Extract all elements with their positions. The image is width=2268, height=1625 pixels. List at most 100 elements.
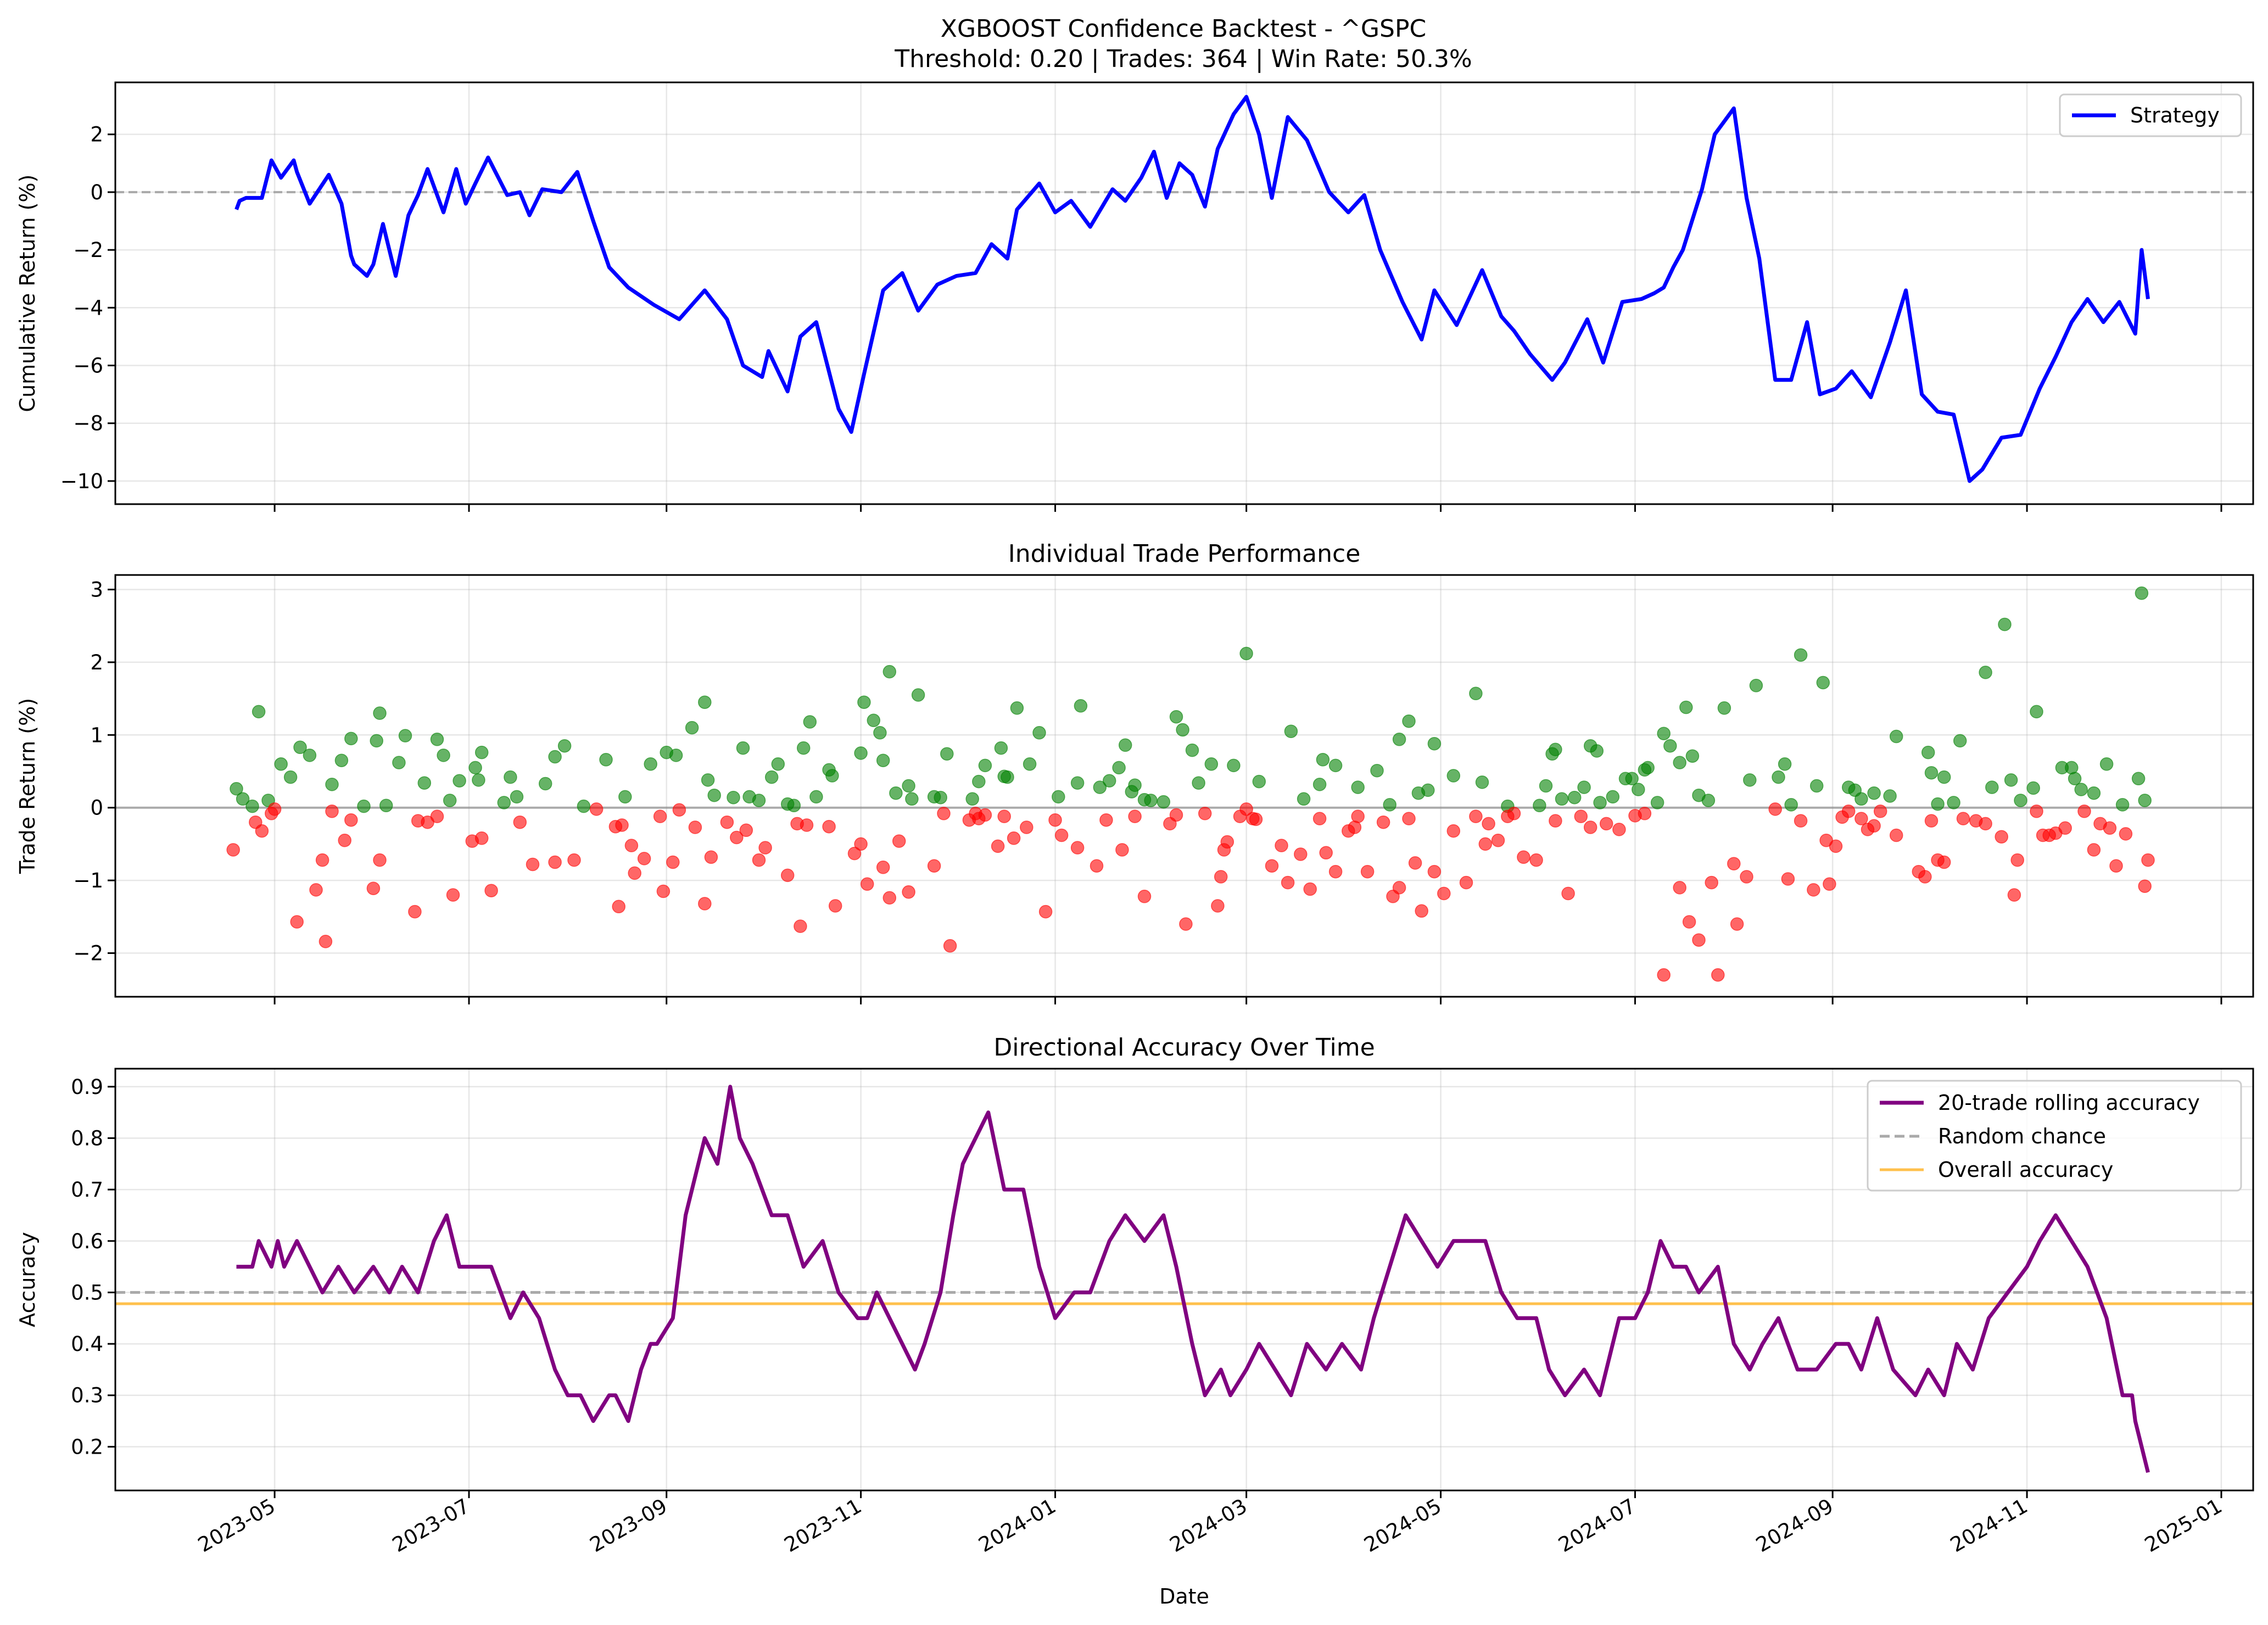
losing-trade-point [2138,879,2152,893]
winning-trade-point [504,770,517,784]
losing-trade-point [997,809,1011,823]
y-tick-label: 2 [90,651,103,674]
winning-trade-point [1953,734,1967,748]
winning-trade-point [1427,736,1442,751]
winning-trade-point [1854,792,1868,806]
winning-trade-point [1717,701,1731,715]
winning-trade-point [1297,792,1311,806]
winning-trade-point [902,779,915,793]
winning-trade-point [1772,770,1785,784]
winning-trade-point [472,773,485,787]
winning-trade-point [245,799,259,813]
winning-trade-point [1001,770,1014,784]
winning-trade-point [1606,790,1620,804]
y-axis-ticks: 3 2 1 0 −1 −2 [73,578,115,965]
winning-trade-point [965,792,979,806]
winning-trade-point [2004,773,2018,787]
winning-trade-point [1370,763,1384,778]
axes-frame [114,574,2254,998]
losing-trade-point [430,809,444,823]
panel-title: Individual Trade Performance [1008,540,1361,568]
losing-trade-point [1038,904,1053,919]
losing-trade-point [1392,881,1406,895]
y-tick-label: 0.9 [71,1075,103,1099]
winning-trade-point [727,790,740,805]
losing-trade-point [1328,864,1343,879]
losing-trade-point [1924,814,1939,828]
winning-trade-point [736,741,750,755]
winning-trade-point [2099,757,2114,771]
losing-trade-point [892,834,906,848]
winning-trade-point [1663,739,1677,753]
losing-trade-point [1491,834,1505,847]
winning-trade-point [1421,783,1435,797]
losing-trade-point [854,837,868,851]
winning-trade-point [1778,757,1792,771]
losing-trade-point [794,919,807,933]
losing-trade-point [2030,805,2043,818]
winning-trade-point [1749,679,1763,693]
losing-trade-point [1561,886,1575,901]
winning-trade-point [1093,780,1107,794]
losing-trade-point [828,899,842,913]
winning-trade-point [1070,776,1085,790]
losing-trade-point [1402,812,1416,825]
x-axis-ticks [273,997,2222,1004]
winning-trade-point [1284,724,1298,738]
winning-trade-point [548,750,562,764]
winning-trade-point [1074,699,1088,713]
losing-trade-point [1781,872,1795,886]
winning-trade-point [618,790,632,804]
losing-trade-point [1303,882,1317,896]
losing-trade-point [1549,814,1562,828]
winning-trade-point [857,695,871,709]
winning-trade-point [1931,797,1945,811]
losing-trade-point [1281,875,1295,890]
losing-trade-point [1351,809,1365,823]
winning-trade-point [796,741,811,755]
losing-trade-point [2087,843,2101,857]
winning-trade-point [1867,786,1881,800]
losing-trade-point [1507,807,1521,820]
winning-trade-point [1985,780,1999,794]
losing-trade-point [739,823,753,837]
winning-trade-point [1533,798,1546,813]
winning-trade-point [1312,778,1327,791]
losing-trade-point [1873,805,1887,818]
losing-trade-point [1360,864,1375,879]
figure-title-line2: Threshold: 0.20 | Trades: 364 | Win Rate… [894,45,1472,73]
winning-trade-point [303,749,317,762]
losing-trade-point [1705,875,1718,890]
winning-trade-point [2074,783,2088,796]
losing-trade-point [319,935,333,948]
y-tick-label: −6 [73,354,103,378]
winning-trade-point [1816,675,1830,690]
winning-trade-point [1539,779,1553,793]
winning-trade-point [644,757,657,771]
winning-trade-point [1577,780,1591,794]
losing-trade-point [1459,875,1473,890]
winning-trade-point [1979,666,1992,679]
winning-trade-point [1679,700,1693,714]
winning-trade-point [474,745,489,760]
losing-trade-point [847,846,862,861]
winning-trade-point [825,769,839,783]
winning-trade-point [1685,749,1700,763]
losing-trade-point [1090,859,1104,873]
losing-trade-point [2058,821,2072,835]
winning-trade-point [1784,798,1798,812]
losing-trade-point [1070,841,1085,855]
losing-trade-point [1841,805,1856,818]
losing-trade-point [1408,856,1422,870]
losing-trade-point [1179,917,1193,931]
losing-trade-point [1198,807,1212,820]
legend-label-random: Random chance [1938,1124,2106,1148]
losing-trade-point [902,885,915,899]
losing-trade-point [978,808,992,822]
losing-trade-point [1469,809,1483,823]
winning-trade-point [1657,727,1671,740]
losing-trade-point [1220,835,1234,849]
losing-trade-point [704,850,718,864]
y-tick-label: −4 [73,296,103,320]
winning-trade-point [1112,761,1126,775]
